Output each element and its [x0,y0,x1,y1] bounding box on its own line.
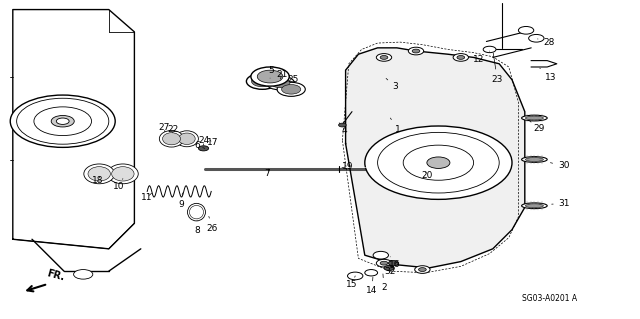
Ellipse shape [525,116,543,120]
Text: 19: 19 [342,162,353,171]
Polygon shape [531,61,557,67]
Circle shape [380,56,388,59]
Circle shape [415,266,430,273]
Circle shape [365,126,512,199]
Text: 25: 25 [287,75,299,84]
Ellipse shape [108,164,138,184]
Text: 5: 5 [269,66,274,78]
Text: 17: 17 [207,138,219,147]
Text: 11: 11 [141,193,153,202]
Circle shape [412,49,420,53]
Text: FR.: FR. [46,268,66,282]
Circle shape [518,26,534,34]
Ellipse shape [84,164,115,184]
Text: 3: 3 [386,78,398,91]
Ellipse shape [175,131,198,147]
Text: 7: 7 [265,169,270,178]
Circle shape [74,270,93,279]
Ellipse shape [522,157,547,162]
Circle shape [408,47,424,55]
Text: 32: 32 [385,267,396,276]
Text: 16: 16 [389,257,401,269]
Ellipse shape [525,158,543,161]
Text: 20: 20 [421,171,433,180]
Text: 13: 13 [540,68,557,82]
Circle shape [271,78,290,88]
Ellipse shape [163,133,180,145]
Text: 28: 28 [538,38,555,47]
Circle shape [257,70,283,83]
Circle shape [419,268,426,271]
Circle shape [457,56,465,59]
Circle shape [339,123,346,127]
Text: 29: 29 [530,121,545,133]
Polygon shape [346,48,525,268]
Text: 30: 30 [550,161,570,170]
Text: 21: 21 [276,70,288,79]
Text: 23: 23 [492,53,503,84]
Text: 31: 31 [552,199,570,208]
Circle shape [246,73,278,89]
Circle shape [373,251,388,259]
Text: 24: 24 [198,137,209,145]
Text: 10: 10 [113,179,124,191]
Circle shape [376,54,392,61]
Ellipse shape [188,204,205,221]
Circle shape [483,46,496,53]
Circle shape [277,82,305,96]
Circle shape [380,261,388,265]
Text: 2: 2 [381,274,387,292]
Circle shape [10,95,115,147]
Circle shape [453,54,468,61]
Circle shape [529,34,544,42]
Circle shape [388,261,399,266]
Text: 18: 18 [92,176,104,185]
Ellipse shape [525,204,543,208]
Circle shape [252,76,273,87]
Circle shape [251,67,289,86]
Text: 6: 6 [195,141,205,150]
Circle shape [384,265,394,271]
Text: 1: 1 [390,118,400,134]
Polygon shape [13,10,134,249]
Ellipse shape [522,203,547,209]
Text: 8: 8 [195,220,200,235]
Text: 22: 22 [167,125,179,134]
Circle shape [376,259,392,267]
Ellipse shape [179,133,195,145]
Circle shape [282,85,301,94]
Ellipse shape [111,167,134,181]
Ellipse shape [159,130,184,147]
Circle shape [51,115,74,127]
Circle shape [427,157,450,168]
Text: 14: 14 [366,277,378,295]
Circle shape [56,118,69,124]
Circle shape [348,272,363,280]
Circle shape [198,146,209,151]
Text: 26: 26 [207,216,218,233]
Text: 9: 9 [179,193,184,209]
Text: 15: 15 [346,276,358,289]
Circle shape [266,76,294,90]
Text: 27: 27 [159,123,170,132]
Text: SG03-A0201 A: SG03-A0201 A [522,294,577,303]
Circle shape [365,270,378,276]
Text: 4: 4 [339,123,347,135]
Text: 12: 12 [473,51,490,63]
Ellipse shape [522,115,547,121]
Ellipse shape [88,167,111,181]
